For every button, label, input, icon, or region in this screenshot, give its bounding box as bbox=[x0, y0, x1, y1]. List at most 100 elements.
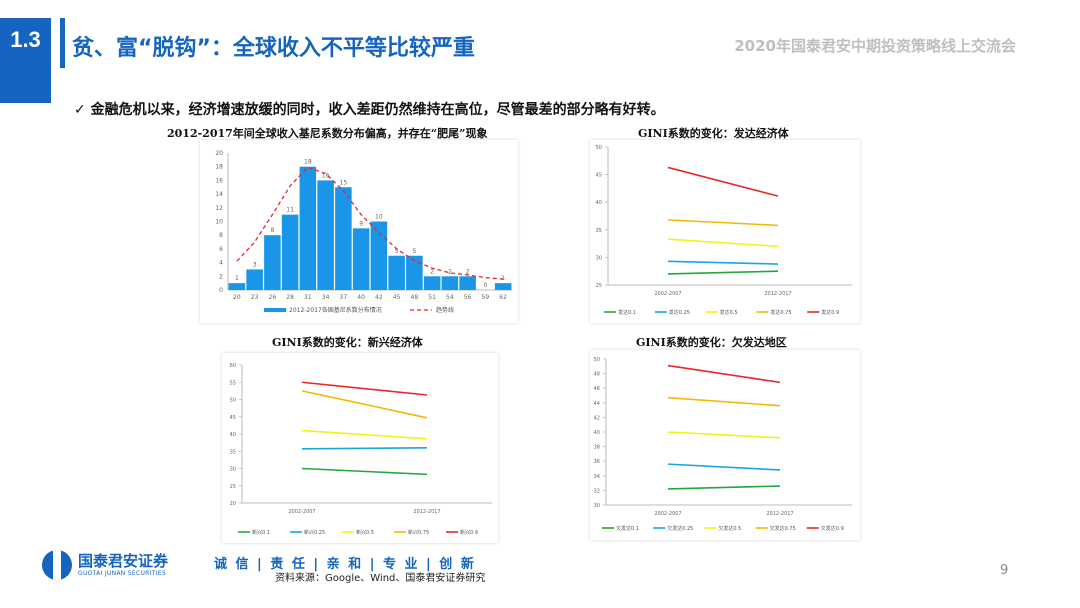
bar-value-label: 2 bbox=[430, 268, 434, 275]
bar-value-label: 8 bbox=[270, 227, 274, 234]
bar bbox=[317, 180, 334, 290]
y-tick-label: 42 bbox=[594, 415, 600, 421]
bar bbox=[423, 276, 441, 290]
y-tick-label: 60 bbox=[230, 363, 236, 369]
legend-swatch-bars bbox=[264, 308, 286, 312]
y-tick-label: 2 bbox=[219, 273, 223, 280]
x-tick-label: 54 bbox=[446, 294, 454, 301]
series-line bbox=[301, 467, 428, 476]
emerging-chart-title: GINI系数的变化：新兴经济体 bbox=[272, 336, 423, 349]
x-tick-label: 40 bbox=[357, 294, 365, 301]
y-tick-label: 32 bbox=[594, 488, 600, 494]
x-tick-label: 31 bbox=[304, 294, 312, 301]
company-logo: 国泰君安证券 GUOTAI JUNAN SECURITIES bbox=[42, 550, 168, 580]
y-tick-label: 55 bbox=[230, 380, 236, 386]
title-accent-bar bbox=[60, 18, 65, 68]
bar-value-label: 0 bbox=[483, 282, 487, 289]
y-tick-label: 18 bbox=[215, 164, 223, 171]
bar bbox=[246, 269, 263, 290]
y-tick-label: 12 bbox=[215, 205, 223, 212]
y-tick-label: 30 bbox=[596, 255, 602, 261]
legend-label: 发达0.1 bbox=[618, 309, 636, 316]
bar-value-label: 15 bbox=[340, 179, 348, 186]
y-tick-label: 40 bbox=[594, 430, 600, 436]
y-tick-label: 6 bbox=[219, 246, 223, 253]
page-title: 贫、富“脱钩”：全球收入不平等比较严重 bbox=[72, 36, 475, 61]
company-slogan: 诚 信 | 责 任 | 亲 和 | 专 业 | 创 新 bbox=[214, 557, 476, 572]
bar bbox=[370, 221, 388, 290]
x-tick-label: 34 bbox=[322, 294, 330, 301]
x-tick-label: 2002-2007 bbox=[654, 511, 681, 517]
series-line bbox=[301, 381, 428, 396]
x-tick-label: 45 bbox=[393, 294, 401, 301]
legend-label: 欠发达0.25 bbox=[667, 525, 693, 532]
x-tick-label: 2012-2017 bbox=[766, 511, 793, 517]
bar bbox=[352, 228, 370, 290]
y-tick-label: 8 bbox=[219, 232, 223, 239]
y-tick-label: 46 bbox=[594, 386, 600, 392]
legend-label: 新兴0.5 bbox=[356, 529, 374, 536]
y-tick-label: 0 bbox=[219, 287, 223, 294]
x-tick-label: 42 bbox=[375, 294, 383, 301]
bar-value-label: 1 bbox=[235, 275, 239, 282]
bar bbox=[281, 214, 299, 290]
series-line bbox=[667, 166, 779, 197]
series-line bbox=[667, 485, 781, 490]
x-tick-label: 20 bbox=[233, 294, 241, 301]
x-tick-label: 56 bbox=[464, 294, 472, 301]
bar-value-label: 3 bbox=[253, 261, 257, 268]
emerging-chart: 20 25 30 35 40 45 50 55 60 2002-2007 2012-2017 新兴0.… bbox=[230, 363, 492, 536]
bar-value-label: 2 bbox=[448, 268, 452, 275]
y-tick-label: 38 bbox=[594, 445, 600, 451]
x-tick-label: 28 bbox=[286, 294, 294, 301]
y-tick-label: 25 bbox=[230, 484, 236, 490]
bar-value-label: 18 bbox=[304, 159, 312, 166]
legend-label: 发达0.5 bbox=[720, 309, 738, 316]
developed-chart: 25 30 35 40 45 50 2002-2007 2012-2017 发达0.1 发达0.2… bbox=[596, 145, 852, 316]
logo-name-cn: 国泰君安证券 bbox=[78, 552, 169, 570]
conference-title: 2020年国泰君安中期投资策略线上交流会 bbox=[734, 37, 1016, 55]
bar-value-label: 9 bbox=[359, 220, 363, 227]
legend-label: 新兴0.25 bbox=[304, 529, 325, 536]
series-line bbox=[301, 390, 428, 419]
developed-chart-title: GINI系数的变化：发达经济体 bbox=[638, 127, 789, 140]
legend-label-bars: 2012-2017各国基尼系数分布情况 bbox=[289, 306, 382, 314]
y-tick-label: 34 bbox=[594, 474, 600, 480]
y-tick-label: 50 bbox=[596, 145, 602, 151]
bar bbox=[335, 187, 352, 290]
legend-label: 新兴0.1 bbox=[252, 529, 270, 536]
x-tick-label: 37 bbox=[340, 294, 348, 301]
y-tick-label: 45 bbox=[596, 173, 602, 179]
y-tick-label: 44 bbox=[594, 401, 600, 407]
y-tick-label: 50 bbox=[594, 357, 600, 363]
hist-chart-title: 2012-2017年间全球收入基尼系数分布偏高，并存在“肥尾”现象 bbox=[167, 127, 488, 140]
bar-value-label: 2 bbox=[466, 268, 470, 275]
legend-label: 新兴0.75 bbox=[408, 529, 429, 536]
y-tick-label: 40 bbox=[230, 432, 236, 438]
x-tick-label: 2002-2007 bbox=[288, 509, 315, 515]
y-tick-label: 30 bbox=[594, 503, 600, 509]
bar-value-label: 5 bbox=[412, 248, 416, 255]
x-tick-label: 62 bbox=[499, 294, 507, 301]
x-tick-label: 59 bbox=[482, 294, 490, 301]
series-line bbox=[667, 270, 779, 275]
legend-label: 欠发达0.75 bbox=[770, 525, 796, 532]
y-tick-label: 30 bbox=[230, 467, 236, 473]
x-tick-label: 2012-2017 bbox=[413, 509, 440, 515]
legend-label: 发达0.25 bbox=[669, 309, 690, 316]
bar bbox=[299, 166, 317, 290]
series-line bbox=[667, 219, 779, 227]
section-number: 1.3 bbox=[10, 27, 41, 52]
y-tick-label: 50 bbox=[230, 398, 236, 404]
x-tick-label: 48 bbox=[411, 294, 419, 301]
x-tick-label: 51 bbox=[428, 294, 436, 301]
y-tick-label: 20 bbox=[215, 150, 223, 157]
bar-value-label: 5 bbox=[395, 248, 399, 255]
underdeveloped-chart-title: GINI系数的变化：欠发达地区 bbox=[636, 336, 787, 349]
data-source: 资料来源：Google、Wind、国泰君安证券研究 bbox=[275, 573, 486, 584]
y-tick-label: 36 bbox=[594, 459, 600, 465]
trend-line bbox=[236, 166, 504, 280]
legend-label: 发达0.9 bbox=[821, 309, 839, 316]
legend-label: 新兴0.9 bbox=[460, 529, 478, 536]
developed-chart-panel: 25 30 35 40 45 50 2002-2007 2012-2017 发达0.1 发达0.2… bbox=[590, 140, 860, 323]
